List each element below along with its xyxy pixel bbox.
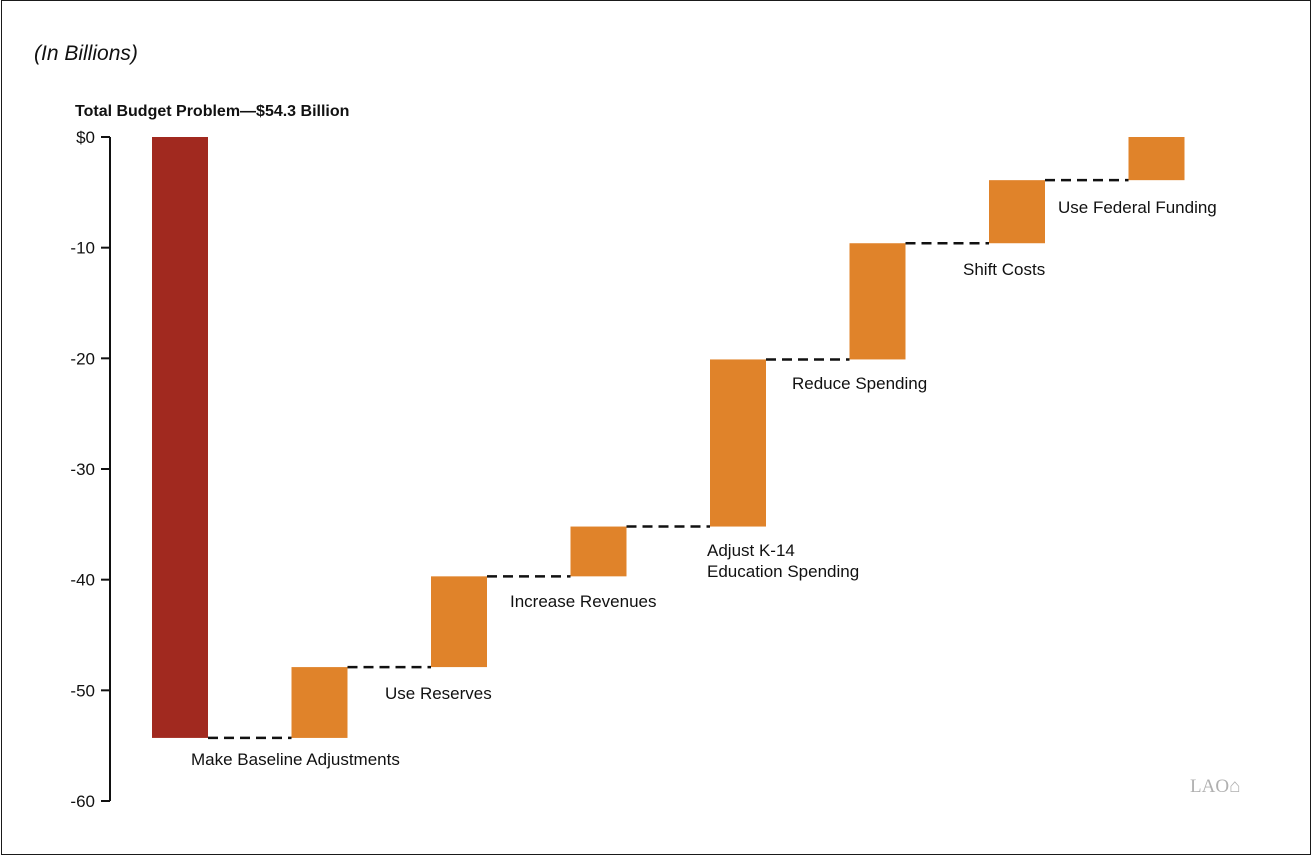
y-tick-label: -60 [70, 792, 95, 811]
y-tick-label: -20 [70, 349, 95, 368]
category-label: Use Federal Funding [1058, 198, 1217, 217]
step-bar [849, 243, 906, 360]
total-bar [152, 137, 208, 738]
step-bar [710, 359, 766, 527]
category-label: Reduce Spending [792, 374, 927, 393]
y-tick-label: -40 [70, 571, 95, 590]
step-bar [570, 526, 627, 577]
lao-logo-text: LAO [1190, 776, 1230, 797]
dome-icon: ⌂ [1229, 776, 1241, 797]
step-bar [989, 180, 1045, 244]
step-bar [291, 667, 348, 738]
y-tick-label: $0 [76, 128, 95, 147]
lao-logo: LAO⌂ [1190, 776, 1240, 798]
total-annotation: Total Budget Problem—$54.3 Billion [75, 103, 349, 120]
step-bar [431, 576, 487, 668]
step-bar [1128, 137, 1185, 181]
category-label: Increase Revenues [510, 592, 656, 611]
unit-note: (In Billions) [34, 42, 138, 65]
y-tick-label: -50 [70, 681, 95, 700]
y-tick-label: -10 [70, 239, 95, 258]
category-label: Make Baseline Adjustments [191, 750, 400, 769]
category-label: Shift Costs [963, 260, 1045, 279]
category-label: Adjust K-14 [707, 541, 795, 560]
category-label: Use Reserves [385, 684, 492, 703]
category-label: Education Spending [707, 562, 859, 581]
y-tick-label: -30 [70, 460, 95, 479]
